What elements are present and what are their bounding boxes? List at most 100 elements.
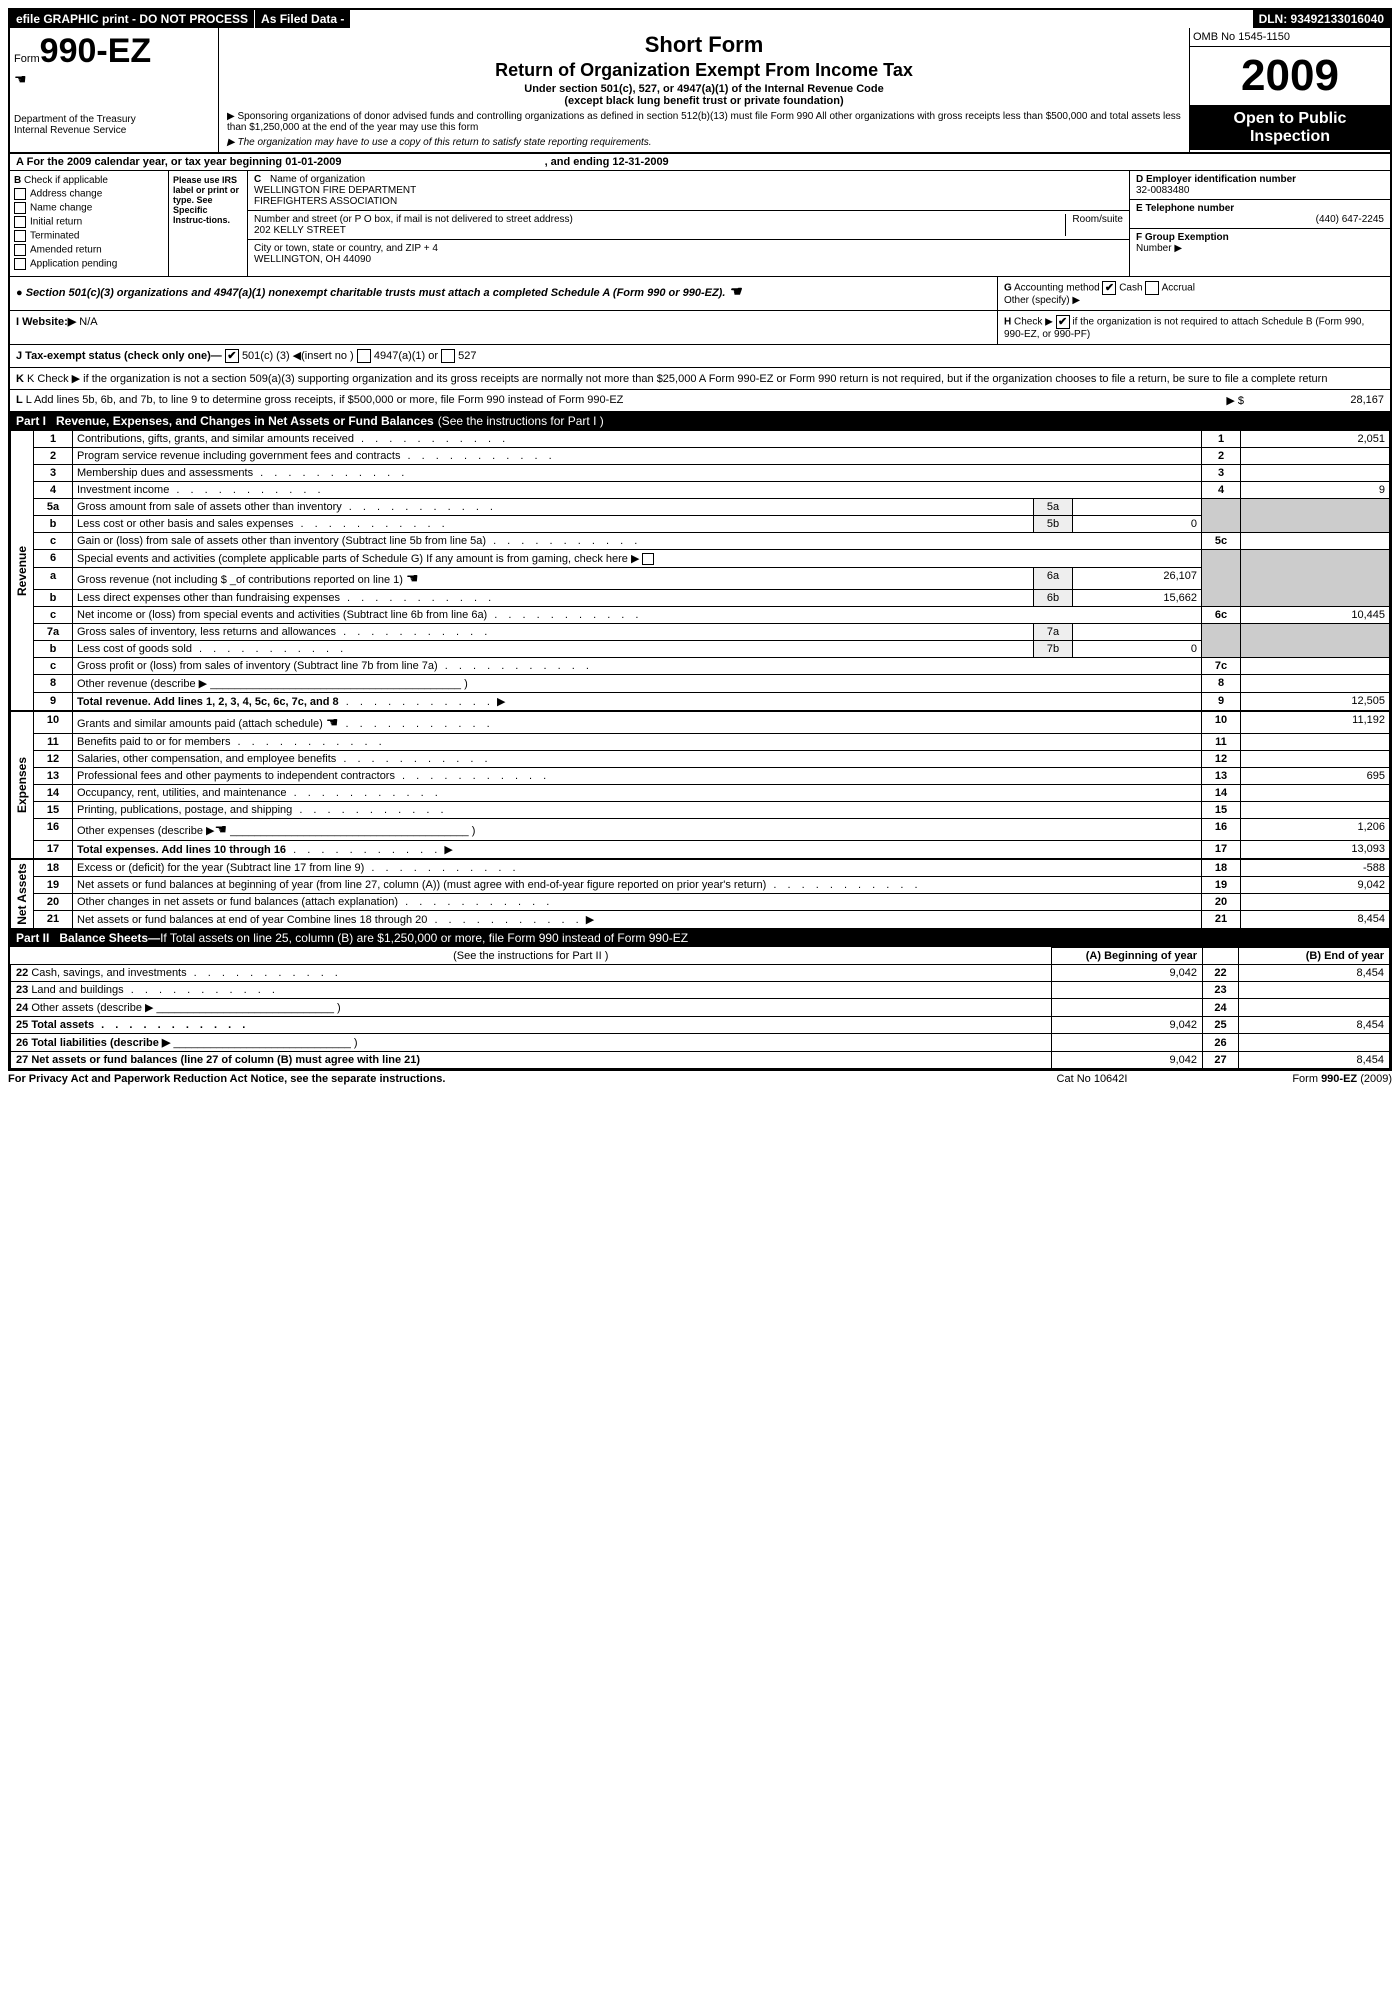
line-1: 1Contributions, gifts, grants, and simil… bbox=[34, 431, 1390, 448]
chk-cash[interactable]: ✔ bbox=[1102, 281, 1116, 295]
line-6b: bLess direct expenses other than fundrai… bbox=[34, 590, 1390, 607]
row-h: H Check ▶ ✔ if the organization is not r… bbox=[998, 311, 1390, 344]
bs-23: 23 Land and buildings23 bbox=[11, 982, 1390, 999]
col-def: D Employer identification number 32-0083… bbox=[1129, 171, 1390, 276]
short-form-title: Short Form bbox=[227, 32, 1181, 58]
a-andend: , and ending bbox=[545, 156, 613, 168]
ein-val: 32-0083480 bbox=[1136, 185, 1384, 196]
line-11: 11Benefits paid to or for members11 bbox=[34, 734, 1390, 751]
room-label: Room/suite bbox=[1065, 214, 1123, 236]
chk-initial[interactable]: Initial return bbox=[14, 216, 164, 228]
footer-right: Form 990-EZ (2009) bbox=[1192, 1073, 1392, 1085]
open-line2: Inspection bbox=[1194, 128, 1386, 146]
chk-pending[interactable]: Application pending bbox=[14, 258, 164, 270]
col-b: B Check if applicable Address change Nam… bbox=[10, 171, 169, 276]
chk-accrual[interactable] bbox=[1145, 281, 1159, 295]
dln: DLN: 93492133016040 bbox=[1253, 10, 1390, 28]
e-label: E Telephone number bbox=[1136, 203, 1384, 214]
a-label: A bbox=[16, 156, 24, 168]
website-row: I Website:▶ N/A bbox=[10, 311, 998, 344]
line-6: 6Special events and activities (complete… bbox=[34, 550, 1390, 568]
chk-schedb[interactable]: ✔ bbox=[1056, 315, 1070, 329]
sponsor-note: ▶ Sponsoring organizations of donor advi… bbox=[227, 111, 1181, 133]
line-16: 16Other expenses (describe ▶☚ __________… bbox=[34, 819, 1390, 841]
ein-row: D Employer identification number 32-0083… bbox=[1130, 171, 1390, 200]
header-mid: Short Form Return of Organization Exempt… bbox=[219, 28, 1189, 152]
as-filed: As Filed Data - bbox=[255, 10, 351, 28]
line-20: 20Other changes in net assets or fund ba… bbox=[34, 894, 1390, 911]
form-990ez: efile GRAPHIC print - DO NOT PROCESS As … bbox=[8, 8, 1392, 1071]
footer: For Privacy Act and Paperwork Reduction … bbox=[8, 1071, 1392, 1085]
topbar: efile GRAPHIC print - DO NOT PROCESS As … bbox=[10, 10, 1390, 28]
row-a: A For the 2009 calendar year, or tax yea… bbox=[10, 154, 1390, 171]
chk-gaming[interactable] bbox=[642, 553, 654, 565]
a-text1: For the 2009 calendar year, or tax year … bbox=[27, 156, 286, 168]
chk-address[interactable]: Address change bbox=[14, 188, 164, 200]
l-arrow: ▶ $ bbox=[1184, 394, 1244, 407]
line-7b: bLess cost of goods sold7b0 bbox=[34, 641, 1390, 658]
balance-sheet-table: (See the instructions for Part II ) (A) … bbox=[10, 947, 1390, 1069]
footer-left: For Privacy Act and Paperwork Reduction … bbox=[8, 1073, 992, 1085]
phone-val: (440) 647-2245 bbox=[1136, 214, 1384, 225]
revenue-block: Revenue 1Contributions, gifts, grants, a… bbox=[10, 430, 1390, 711]
sec501-row: ● Section 501(c)(3) organizations and 49… bbox=[10, 277, 1390, 311]
main-title: Return of Organization Exempt From Incom… bbox=[227, 60, 1181, 81]
line-6c: cNet income or (loss) from special event… bbox=[34, 607, 1390, 624]
line-13: 13Professional fees and other payments t… bbox=[34, 768, 1390, 785]
chk-501c[interactable]: ✔ bbox=[225, 349, 239, 363]
line-5c: cGain or (loss) from sale of assets othe… bbox=[34, 533, 1390, 550]
form-number: Form990-EZ bbox=[14, 32, 214, 71]
bs-27: 27 Net assets or fund balances (line 27 … bbox=[11, 1052, 1390, 1069]
part2-title: Balance Sheets— bbox=[59, 931, 160, 945]
topbar-spacer bbox=[351, 10, 1252, 28]
f-label: F Group Exemption bbox=[1136, 232, 1229, 243]
netassets-block: Net Assets 18Excess or (deficit) for the… bbox=[10, 859, 1390, 929]
chk-527[interactable] bbox=[441, 349, 455, 363]
city-val: WELLINGTON, OH 44090 bbox=[254, 254, 371, 265]
chk-name[interactable]: Name change bbox=[14, 202, 164, 214]
part1-title: Revenue, Expenses, and Changes in Net As… bbox=[56, 414, 434, 428]
i-label: I Website:▶ bbox=[16, 316, 76, 328]
line-4: 4Investment income49 bbox=[34, 482, 1390, 499]
open-public: Open to Public Inspection bbox=[1190, 106, 1390, 150]
line-21: 21Net assets or fund balances at end of … bbox=[34, 911, 1390, 929]
bs-26: 26 Total liabilities (describe ▶ _______… bbox=[11, 1034, 1390, 1052]
street-label: Number and street (or P O box, if mail i… bbox=[254, 214, 573, 225]
part1-note: (See the instructions for Part I ) bbox=[438, 414, 604, 428]
c-label: C bbox=[254, 174, 261, 185]
expenses-side: Expenses bbox=[10, 711, 33, 859]
dept-treasury: Department of the Treasury bbox=[14, 114, 214, 125]
expenses-block: Expenses 10Grants and similar amounts pa… bbox=[10, 711, 1390, 859]
except-note: (except black lung benefit trust or priv… bbox=[227, 95, 1181, 107]
bs-25: 25 Total assets9,042258,454 bbox=[11, 1017, 1390, 1034]
bs-instr: (See the instructions for Part II ) bbox=[11, 948, 1052, 965]
row-k: K K Check ▶ if the organization is not a… bbox=[10, 368, 1390, 390]
header: Form990-EZ ☚ Department of the Treasury … bbox=[10, 28, 1390, 154]
netassets-table: 18Excess or (deficit) for the year (Subt… bbox=[33, 859, 1390, 929]
form-no-big: 990-EZ bbox=[40, 32, 152, 70]
part1-label: Part I bbox=[16, 414, 46, 428]
state-note: ▶ The organization may have to use a cop… bbox=[227, 137, 1181, 148]
header-left: Form990-EZ ☚ Department of the Treasury … bbox=[10, 28, 219, 152]
line-10: 10Grants and similar amounts paid (attac… bbox=[34, 712, 1390, 734]
d-label: D Employer identification number bbox=[1136, 174, 1384, 185]
b-sub: Check if applicable bbox=[24, 175, 108, 186]
group-row: F Group Exemption Number ▶ bbox=[1130, 229, 1390, 257]
irs-label-note: Please use IRS label or print or type. S… bbox=[169, 171, 248, 276]
header-right: OMB No 1545-1150 2009 Open to Public Ins… bbox=[1189, 28, 1390, 152]
line-6a: aGross revenue (not including $ _of cont… bbox=[34, 568, 1390, 590]
city-row: City or town, state or country, and ZIP … bbox=[248, 240, 1129, 268]
form-prefix: Form bbox=[14, 53, 40, 65]
line-8: 8Other revenue (describe ▶ _____________… bbox=[34, 675, 1390, 693]
expenses-table: 10Grants and similar amounts paid (attac… bbox=[33, 711, 1390, 859]
chk-amended[interactable]: Amended return bbox=[14, 244, 164, 256]
chk-terminated[interactable]: Terminated bbox=[14, 230, 164, 242]
phone-row: E Telephone number (440) 647-2245 bbox=[1130, 200, 1390, 229]
pointer-icon: ☚ bbox=[14, 71, 27, 87]
street-val: 202 KELLY STREET bbox=[254, 225, 346, 236]
line-12: 12Salaries, other compensation, and empl… bbox=[34, 751, 1390, 768]
efile-notice: efile GRAPHIC print - DO NOT PROCESS bbox=[10, 10, 255, 28]
chk-4947[interactable] bbox=[357, 349, 371, 363]
part2-label: Part II bbox=[16, 931, 49, 945]
revenue-side: Revenue bbox=[10, 430, 33, 711]
